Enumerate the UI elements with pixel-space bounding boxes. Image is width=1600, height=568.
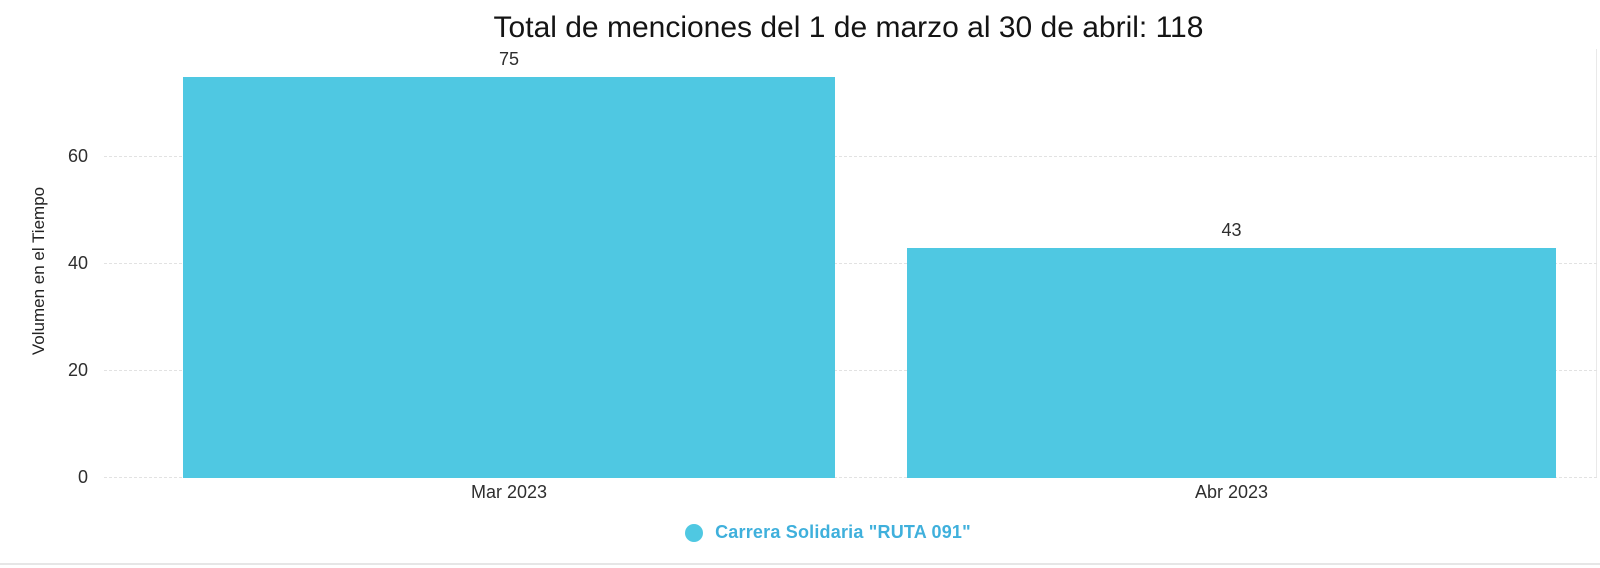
bar-abr-2023[interactable] bbox=[907, 248, 1556, 478]
y-tick-label-60: 60 bbox=[67, 146, 88, 166]
y-tick-label-0: 0 bbox=[77, 467, 88, 487]
legend-item[interactable]: Carrera Solidaria "RUTA 091" bbox=[56, 522, 1600, 543]
bar-value-label-abr-2023: 43 bbox=[1221, 220, 1242, 240]
y-tick-label-20: 20 bbox=[67, 360, 88, 380]
bottom-divider bbox=[0, 563, 1600, 565]
x-tick-label-abr-2023: Abr 2023 bbox=[1194, 482, 1269, 502]
legend-dot-icon bbox=[685, 523, 704, 542]
gridline-0 bbox=[104, 477, 1597, 478]
bar-mar-2023[interactable] bbox=[183, 77, 835, 478]
gridline-60 bbox=[104, 156, 1597, 157]
legend-label: Carrera Solidaria "RUTA 091" bbox=[715, 522, 971, 542]
chart-title: Total de menciones del 1 de marzo al 30 … bbox=[493, 11, 1204, 44]
x-tick-label-mar-2023: Mar 2023 bbox=[470, 482, 548, 502]
bar-value-label-mar-2023: 75 bbox=[498, 49, 520, 69]
gridline-20 bbox=[104, 370, 1597, 371]
gridline-40 bbox=[104, 263, 1597, 264]
y-tick-label-40: 40 bbox=[67, 253, 88, 273]
